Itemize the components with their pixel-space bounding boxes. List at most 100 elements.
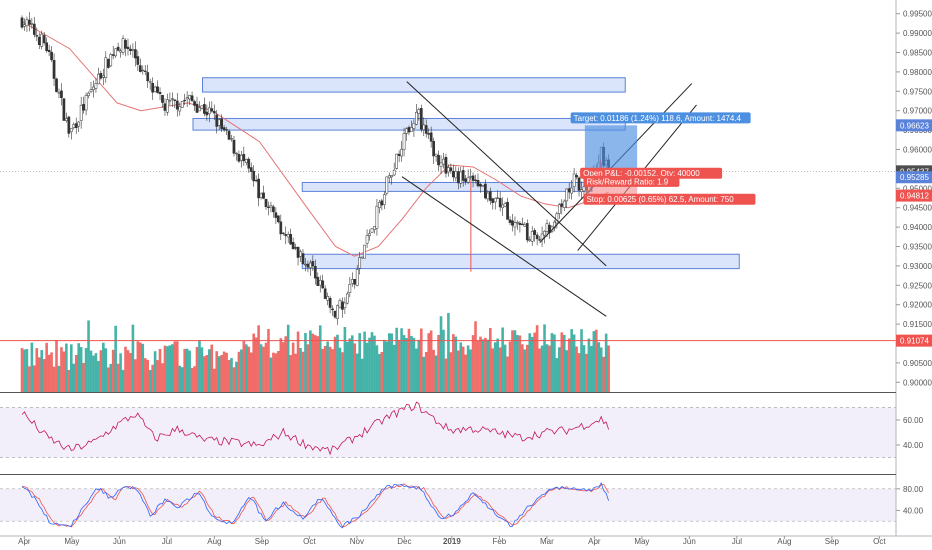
candle-body[interactable] <box>577 177 581 191</box>
candle-body[interactable] <box>82 104 85 111</box>
candle-body[interactable] <box>55 78 58 92</box>
candle-body[interactable] <box>437 155 440 166</box>
candle-body[interactable] <box>506 201 509 220</box>
candle-body[interactable] <box>168 100 172 102</box>
candle-body[interactable] <box>215 114 219 127</box>
candle-body[interactable] <box>451 171 455 178</box>
candle-body[interactable] <box>525 223 529 241</box>
candle-body[interactable] <box>94 83 98 89</box>
candle-body[interactable] <box>533 230 537 235</box>
candle-body[interactable] <box>276 215 280 223</box>
candle-body[interactable] <box>528 239 532 241</box>
candle-body[interactable] <box>397 153 401 157</box>
candle-body[interactable] <box>343 302 347 309</box>
candle-body[interactable] <box>387 175 391 179</box>
candle-body[interactable] <box>493 197 497 203</box>
candle-body[interactable] <box>153 86 157 92</box>
candle-body[interactable] <box>469 176 472 178</box>
candle-body[interactable] <box>230 138 233 140</box>
candle-body[interactable] <box>284 234 288 236</box>
candle-body[interactable] <box>222 127 226 131</box>
candle-body[interactable] <box>37 36 41 45</box>
candle-body[interactable] <box>247 158 251 169</box>
candle-body[interactable] <box>382 194 386 205</box>
candle-body[interactable] <box>488 191 492 201</box>
candle-body[interactable] <box>560 203 564 207</box>
candle-body[interactable] <box>518 222 522 225</box>
candle-body[interactable] <box>304 263 307 266</box>
candle-body[interactable] <box>163 103 167 111</box>
candle-body[interactable] <box>296 246 300 258</box>
candle-body[interactable] <box>171 98 174 100</box>
candle-body[interactable] <box>456 171 460 184</box>
candle-body[interactable] <box>474 179 477 181</box>
candle-body[interactable] <box>20 17 24 28</box>
candle-body[interactable] <box>368 233 371 236</box>
candle-body[interactable] <box>545 223 549 232</box>
candle-body[interactable] <box>407 127 411 133</box>
candle-body[interactable] <box>25 19 29 27</box>
candle-body[interactable] <box>242 154 246 162</box>
candle-body[interactable] <box>464 178 468 182</box>
stochastic-panel[interactable]: 80.00 40.00 <box>0 482 924 529</box>
candle-body[interactable] <box>346 293 349 304</box>
candle-body[interactable] <box>143 70 147 72</box>
candle-body[interactable] <box>47 49 51 52</box>
candle-body[interactable] <box>348 284 352 293</box>
candle-body[interactable] <box>289 234 293 245</box>
candle-body[interactable] <box>363 244 366 259</box>
candle-body[interactable] <box>313 265 317 279</box>
candle-body[interactable] <box>301 253 305 265</box>
candle-body[interactable] <box>447 167 450 173</box>
candle-body[interactable] <box>375 205 379 229</box>
candle-body[interactable] <box>180 101 184 108</box>
candle-body[interactable] <box>148 81 152 83</box>
candle-body[interactable] <box>427 133 431 135</box>
candle-body[interactable] <box>565 188 569 202</box>
zone-rectangle[interactable] <box>301 253 740 270</box>
candle-body[interactable] <box>254 179 258 182</box>
candle-body[interactable] <box>328 297 332 308</box>
candle-body[interactable] <box>50 51 53 61</box>
candle-body[interactable] <box>459 171 463 184</box>
candle-body[interactable] <box>572 173 576 187</box>
candle-body[interactable] <box>442 158 445 165</box>
candle-body[interactable] <box>65 118 68 121</box>
candle-body[interactable] <box>237 154 241 162</box>
candle-body[interactable] <box>511 220 514 226</box>
candle-body[interactable] <box>185 97 189 100</box>
candle-body[interactable] <box>582 186 586 192</box>
candle-body[interactable] <box>210 108 214 112</box>
candle-body[interactable] <box>338 300 342 308</box>
candle-body[interactable] <box>129 48 132 52</box>
candle-body[interactable] <box>257 178 260 199</box>
candle-body[interactable] <box>175 100 179 110</box>
candle-body[interactable] <box>141 69 145 72</box>
candle-body[interactable] <box>232 139 236 154</box>
moving-average[interactable] <box>21 21 609 257</box>
candle-body[interactable] <box>89 89 93 92</box>
candle-body[interactable] <box>353 279 357 285</box>
candle-body[interactable] <box>156 86 159 93</box>
candle-body[interactable] <box>299 251 302 257</box>
candle-body[interactable] <box>390 175 394 178</box>
candle-body[interactable] <box>444 157 448 174</box>
candle-body[interactable] <box>476 180 480 187</box>
candle-body[interactable] <box>52 59 56 79</box>
candle-body[interactable] <box>291 241 295 249</box>
candle-body[interactable] <box>69 128 73 133</box>
candle-body[interactable] <box>535 234 539 240</box>
candle-body[interactable] <box>484 183 487 199</box>
rsi-panel[interactable]: 60.00 40.00 <box>0 401 924 458</box>
candle-body[interactable] <box>220 118 223 129</box>
candle-body[interactable] <box>99 73 103 79</box>
support-resistance-zones[interactable] <box>192 77 740 270</box>
candle-body[interactable] <box>523 224 527 227</box>
candle-body[interactable] <box>513 222 517 228</box>
candle-body[interactable] <box>316 276 320 286</box>
candle-body[interactable] <box>30 23 34 25</box>
candle-body[interactable] <box>417 109 421 114</box>
stoch-k-line[interactable] <box>21 482 609 529</box>
candle-body[interactable] <box>355 269 359 286</box>
